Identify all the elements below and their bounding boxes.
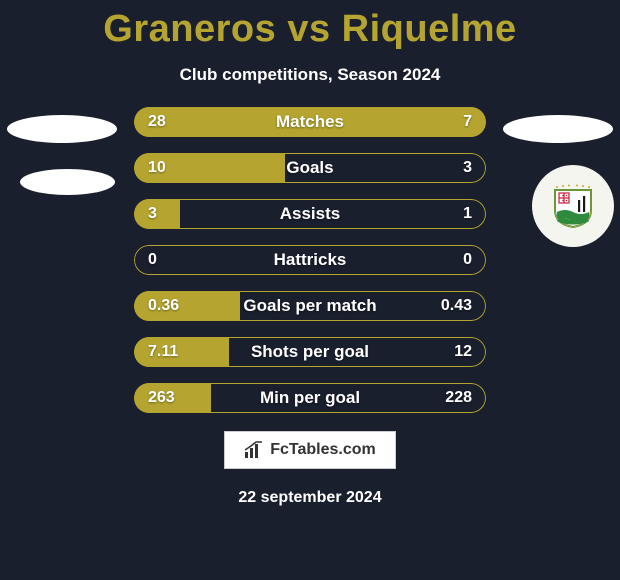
comparison-content: 287Matches 103Goals 31Assists 00Hattricks 0.…: [0, 107, 620, 413]
player-right-avatar-1: [503, 115, 613, 143]
bar-row: 7.1112Shots per goal: [134, 337, 486, 367]
bar-row: 263228Min per goal: [134, 383, 486, 413]
bar-label: Matches: [134, 107, 486, 137]
bar-label: Shots per goal: [134, 337, 486, 367]
bar-label: Assists: [134, 199, 486, 229]
club-badge-icon: [545, 178, 601, 234]
bar-row: 287Matches: [134, 107, 486, 137]
bar-label: Min per goal: [134, 383, 486, 413]
comparison-bars: 287Matches 103Goals 31Assists 00Hattricks 0.…: [134, 107, 486, 413]
comparison-date: 22 september 2024: [0, 489, 620, 507]
bar-label: Goals per match: [134, 291, 486, 321]
bar-label: Hattricks: [134, 245, 486, 275]
bar-label: Goals: [134, 153, 486, 183]
bar-row: 31Assists: [134, 199, 486, 229]
bar-row: 00Hattricks: [134, 245, 486, 275]
bar-row: 103Goals: [134, 153, 486, 183]
chart-icon: [244, 441, 264, 459]
comparison-title: Graneros vs Riquelme: [0, 0, 620, 51]
player-left-avatar-2: [20, 169, 115, 195]
player-right-badge: [532, 165, 614, 247]
comparison-subtitle: Club competitions, Season 2024: [0, 65, 620, 85]
bar-row: 0.360.43Goals per match: [134, 291, 486, 321]
watermark-text: FcTables.com: [270, 441, 376, 459]
watermark: FcTables.com: [224, 431, 396, 469]
player-left-avatar-1: [7, 115, 117, 143]
